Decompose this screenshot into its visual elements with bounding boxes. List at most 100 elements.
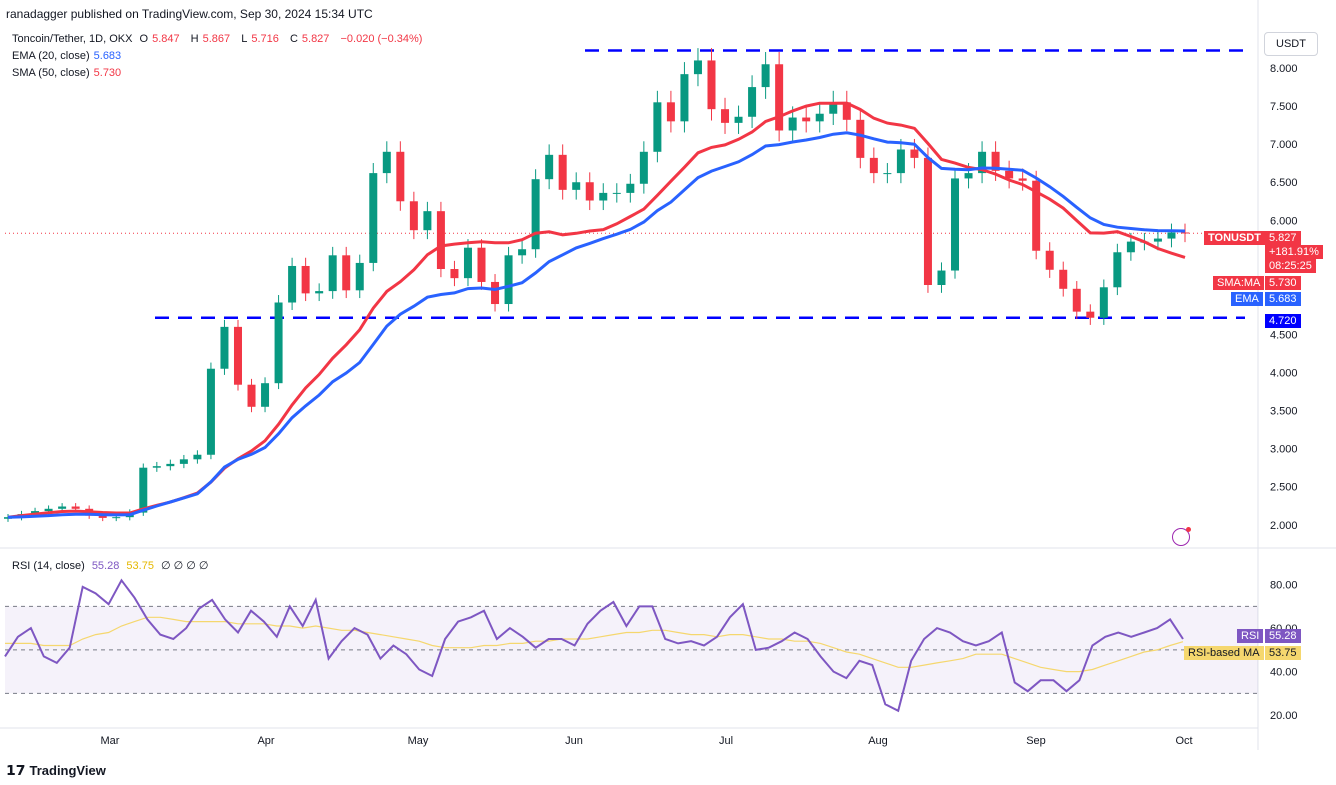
candle-body <box>558 154 567 190</box>
price-tick-label: 6.500 <box>1270 177 1298 189</box>
candle-body <box>707 60 716 110</box>
ema-legend: EMA (20, close) 5.683 <box>12 50 122 62</box>
open-value: 5.847 <box>152 33 180 45</box>
candle-body <box>247 384 256 407</box>
rsi-label-badge: RSI <box>1237 629 1264 643</box>
ema-label-badge: EMA <box>1231 292 1263 306</box>
candle-body <box>288 265 297 303</box>
candle-body <box>612 192 621 194</box>
candle-body <box>31 511 40 515</box>
candle-body <box>315 291 324 294</box>
ticker-badge: TONUSDT <box>1204 231 1265 245</box>
rsi-tick-label: 40.00 <box>1270 667 1298 679</box>
high-value: 5.867 <box>202 33 231 45</box>
candle-body <box>923 157 932 285</box>
candle-body <box>545 154 554 180</box>
candle-body <box>166 463 175 467</box>
time-tick-label: Aug <box>868 735 888 747</box>
candle-body <box>734 116 743 123</box>
candle-body <box>4 517 12 519</box>
rsi-legend-value: 55.28 <box>91 560 120 572</box>
candle-body <box>518 249 527 256</box>
price-tick-label: 3.500 <box>1270 406 1298 418</box>
rsi-tick-label: 80.00 <box>1270 580 1298 592</box>
candle-body <box>883 173 892 175</box>
candle-body <box>1018 178 1027 181</box>
candle-body <box>369 173 378 263</box>
price-tick-label: 8.000 <box>1270 63 1298 75</box>
candle-body <box>585 182 594 201</box>
candle-body <box>572 182 581 190</box>
candle-body <box>978 151 987 174</box>
candle-body <box>98 515 107 518</box>
candle-body <box>1167 232 1176 239</box>
candle-body <box>761 64 770 88</box>
candle-body <box>1072 288 1081 312</box>
low-value: 5.716 <box>251 33 279 45</box>
candle-body <box>328 255 337 292</box>
candle-body <box>910 149 919 158</box>
sma-legend-value: 5.730 <box>93 67 122 79</box>
candle-body <box>896 149 905 174</box>
candle-body <box>653 102 662 152</box>
candle-body <box>788 117 797 131</box>
candle-body <box>842 102 851 120</box>
candle-body <box>680 74 689 122</box>
candle-body <box>1113 252 1122 288</box>
candle-body <box>44 508 53 512</box>
candle-body <box>58 506 67 509</box>
sma-line <box>7 101 1186 519</box>
candle-body <box>1045 250 1054 270</box>
price-tick-label: 4.500 <box>1270 329 1298 341</box>
candle-body <box>693 60 702 75</box>
current-price-badge: 5.827 <box>1265 231 1301 245</box>
candle-body <box>829 102 838 114</box>
candle-body <box>71 506 80 509</box>
candle-body <box>193 454 202 460</box>
candle-body <box>409 201 418 231</box>
candle-body <box>531 179 540 250</box>
sma-legend: SMA (50, close) 5.730 <box>12 67 122 79</box>
price-tick-label: 4.000 <box>1270 368 1298 380</box>
symbol-name: Toncoin/Tether, 1D, OKX <box>12 33 133 45</box>
time-tick-label: Jul <box>719 735 733 747</box>
candle-body <box>1059 269 1068 289</box>
time-tick-label: Jun <box>565 735 583 747</box>
candle-body <box>991 151 1000 171</box>
candle-body <box>1181 232 1189 234</box>
price-tick-label: 2.000 <box>1270 520 1298 532</box>
candle-body <box>152 466 161 468</box>
close-value: 5.827 <box>301 33 330 45</box>
time-tick-label: Sep <box>1026 735 1046 747</box>
tradingview-logo[interactable]: 𝟭𝟳 TradingView <box>6 762 106 779</box>
ema-value-badge: 5.683 <box>1265 292 1301 306</box>
ema-legend-value: 5.683 <box>93 50 122 62</box>
candle-body <box>1032 180 1041 251</box>
candle-body <box>342 255 351 291</box>
rsi-tick-label: 20.00 <box>1270 710 1298 722</box>
price-tick-label: 6.000 <box>1270 215 1298 227</box>
rsi-legend: RSI (14, close) 55.28 53.75 ∅ ∅ ∅ ∅ <box>12 560 209 572</box>
candle-body <box>1126 241 1135 253</box>
rsi-value-badge: 55.28 <box>1265 629 1301 643</box>
candle-body <box>477 247 486 282</box>
candle-body <box>775 64 784 131</box>
alert-lightning-icon[interactable] <box>1172 527 1191 546</box>
candle-body <box>220 326 229 369</box>
time-tick-label: Oct <box>1175 735 1192 747</box>
tradingview-icon: 𝟭𝟳 <box>6 762 26 778</box>
brand-name: TradingView <box>29 763 106 778</box>
candle-body <box>396 151 405 202</box>
candle-body <box>1005 170 1014 179</box>
price-tick-label: 3.000 <box>1270 444 1298 456</box>
candle-body <box>463 247 472 279</box>
currency-unit-button[interactable]: USDT <box>1264 32 1318 56</box>
candle-body <box>1086 311 1095 318</box>
candle-body <box>504 255 513 305</box>
candle-body <box>301 265 310 294</box>
candle-body <box>802 117 811 122</box>
candle-body <box>355 262 364 291</box>
countdown-badge: 08:25:25 <box>1265 259 1316 273</box>
